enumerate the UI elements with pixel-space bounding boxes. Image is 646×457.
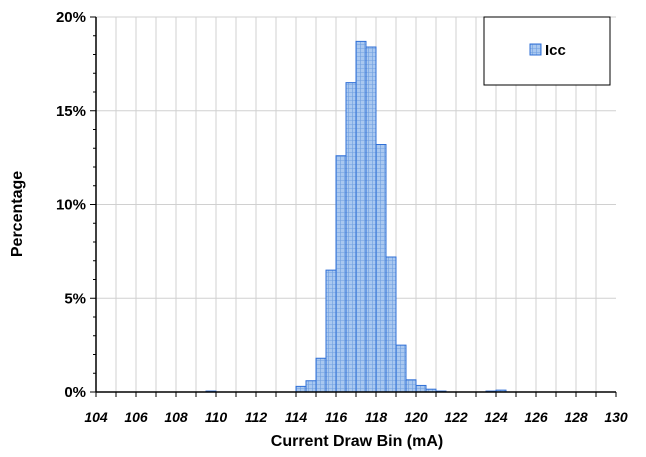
x-tick-label: 104 xyxy=(84,409,108,425)
axes xyxy=(90,16,617,397)
bar xyxy=(415,384,427,393)
x-tick-label: 122 xyxy=(444,409,468,425)
bar xyxy=(385,256,397,393)
y-tick-label: 10% xyxy=(56,197,86,214)
y-axis-title: Percentage xyxy=(9,171,26,257)
x-axis-title: Current Draw Bin (mA) xyxy=(271,433,443,450)
x-tick-label: 126 xyxy=(524,409,548,425)
bar xyxy=(335,155,347,393)
bar xyxy=(295,385,307,393)
x-tick-label: 128 xyxy=(564,409,588,425)
x-tick-label: 110 xyxy=(205,409,228,425)
y-tick-label: 5% xyxy=(64,290,86,307)
legend: Icc xyxy=(483,16,611,86)
bars xyxy=(205,40,507,393)
bar xyxy=(325,269,337,393)
x-tick-label: 112 xyxy=(245,409,268,425)
x-tick-label: 106 xyxy=(124,409,148,425)
bar xyxy=(355,40,367,393)
x-tick-label: 116 xyxy=(325,409,348,425)
x-tick-label: 120 xyxy=(404,409,428,425)
bar xyxy=(315,357,327,393)
bar xyxy=(395,344,407,393)
x-tick-label: 130 xyxy=(604,409,628,425)
bar xyxy=(305,380,317,393)
y-tick-label: 20% xyxy=(56,9,86,26)
x-tick-label: 108 xyxy=(164,409,188,425)
x-tick-label: 118 xyxy=(365,409,388,425)
x-tick-label: 124 xyxy=(484,409,508,425)
bar xyxy=(405,379,417,393)
legend-swatch xyxy=(529,43,542,56)
bar xyxy=(375,144,387,393)
legend-label: Icc xyxy=(545,42,566,59)
y-tick-labels: 0% 5% 10% 15% 20% xyxy=(56,9,86,401)
x-tick-labels: 104 106 108 110 112 114 116 118 120 122 124 126 128 1… xyxy=(84,409,628,425)
bar xyxy=(365,46,377,393)
x-tick-label: 114 xyxy=(285,409,308,425)
y-tick-label: 15% xyxy=(56,103,86,120)
bar xyxy=(345,82,357,393)
y-tick-label: 0% xyxy=(64,384,86,401)
legend-box xyxy=(483,16,611,86)
